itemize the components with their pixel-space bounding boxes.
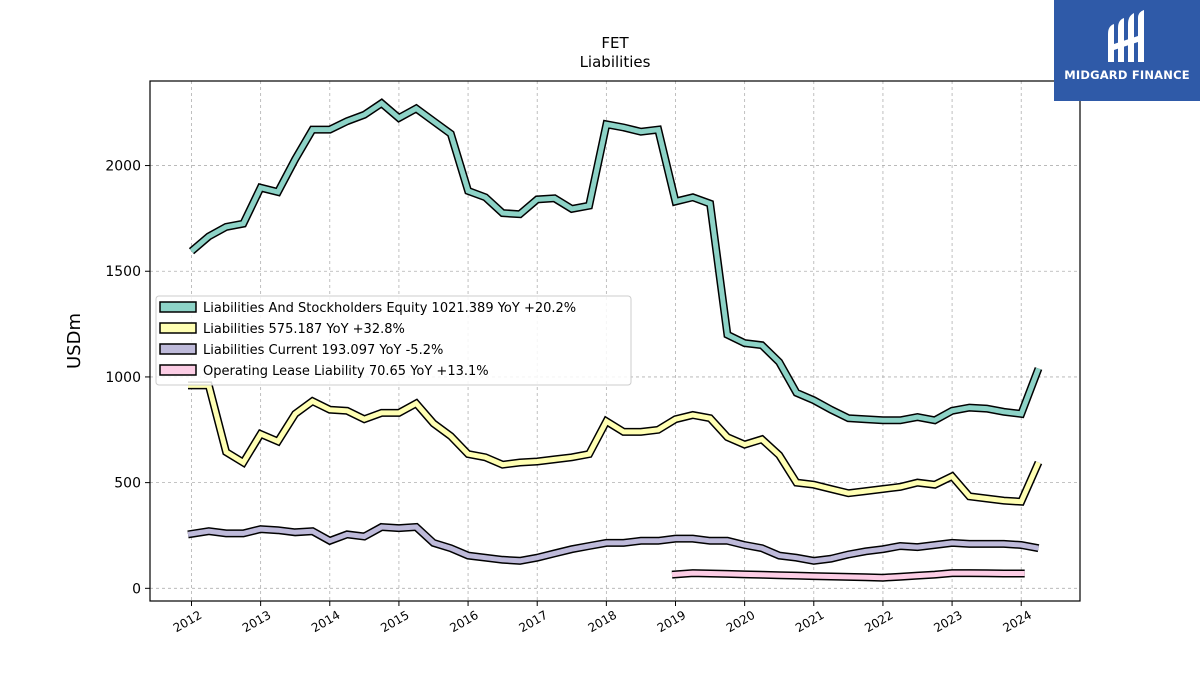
x-tick-label: 2021	[793, 608, 826, 635]
legend-box	[155, 295, 632, 386]
logo-text: MIDGARD FINANCE	[1064, 68, 1190, 82]
x-tick-label: 2019	[655, 608, 688, 635]
legend-label: Liabilities 575.187 YoY +32.8%	[203, 322, 405, 337]
legend-label: Liabilities Current 193.097 YoY -5.2%	[203, 343, 443, 358]
y-tick-label: 1500	[105, 264, 141, 280]
legend-swatch	[159, 343, 197, 355]
series-line-fill	[671, 570, 1025, 581]
y-tick-label: 500	[114, 476, 141, 492]
plot-frame	[149, 80, 1081, 602]
y-tick-label: 2000	[105, 159, 141, 175]
series-line-fill	[187, 524, 1039, 564]
series-line-3	[187, 522, 1040, 565]
x-tick-label: 2024	[1000, 608, 1033, 635]
legend-swatch	[159, 322, 197, 334]
chart-title: FET	[601, 34, 629, 52]
legend-label: Liabilities And Stockholders Equity 1021…	[203, 301, 576, 316]
logo-mark-icon	[1108, 10, 1144, 62]
x-tick-label: 2018	[586, 608, 619, 635]
legend-label: Operating Lease Liability 70.65 YoY +13.…	[203, 364, 489, 379]
x-tick-label: 2022	[862, 608, 895, 635]
series-line-1	[188, 98, 1043, 425]
x-tick-label: 2020	[724, 608, 757, 635]
midgard-finance-logo: MIDGARD FINANCE	[1054, 0, 1200, 101]
x-tick-label: 2016	[447, 608, 480, 635]
chart-subtitle: Liabilities	[580, 53, 651, 71]
x-tick-label: 2023	[931, 608, 964, 635]
series-line-2	[188, 381, 1043, 506]
series-line-4	[671, 569, 1025, 582]
x-tick-label: 2014	[309, 608, 342, 635]
series-line-fill	[189, 100, 1041, 423]
y-axis: 0 500 1000 1500 2000	[105, 159, 150, 597]
series-line-fill	[188, 382, 1041, 505]
x-tick-label: 2017	[516, 608, 549, 635]
legend-swatch	[159, 301, 197, 313]
y-axis-label: USDm	[64, 313, 85, 369]
x-axis: 2012 2013 2014 2015 2016 2017 2018 2019 2020 2021…	[171, 601, 1034, 635]
x-tick-label: 2015	[378, 608, 411, 635]
x-tick-label: 2013	[240, 608, 273, 635]
x-tick-label: 2012	[171, 608, 204, 635]
legend: Liabilities And Stockholders Equity 1021…	[155, 295, 632, 386]
y-tick-label: 1000	[105, 370, 141, 386]
series-layer	[187, 98, 1043, 582]
y-tick-label: 0	[132, 581, 141, 597]
legend-swatch	[159, 364, 197, 376]
